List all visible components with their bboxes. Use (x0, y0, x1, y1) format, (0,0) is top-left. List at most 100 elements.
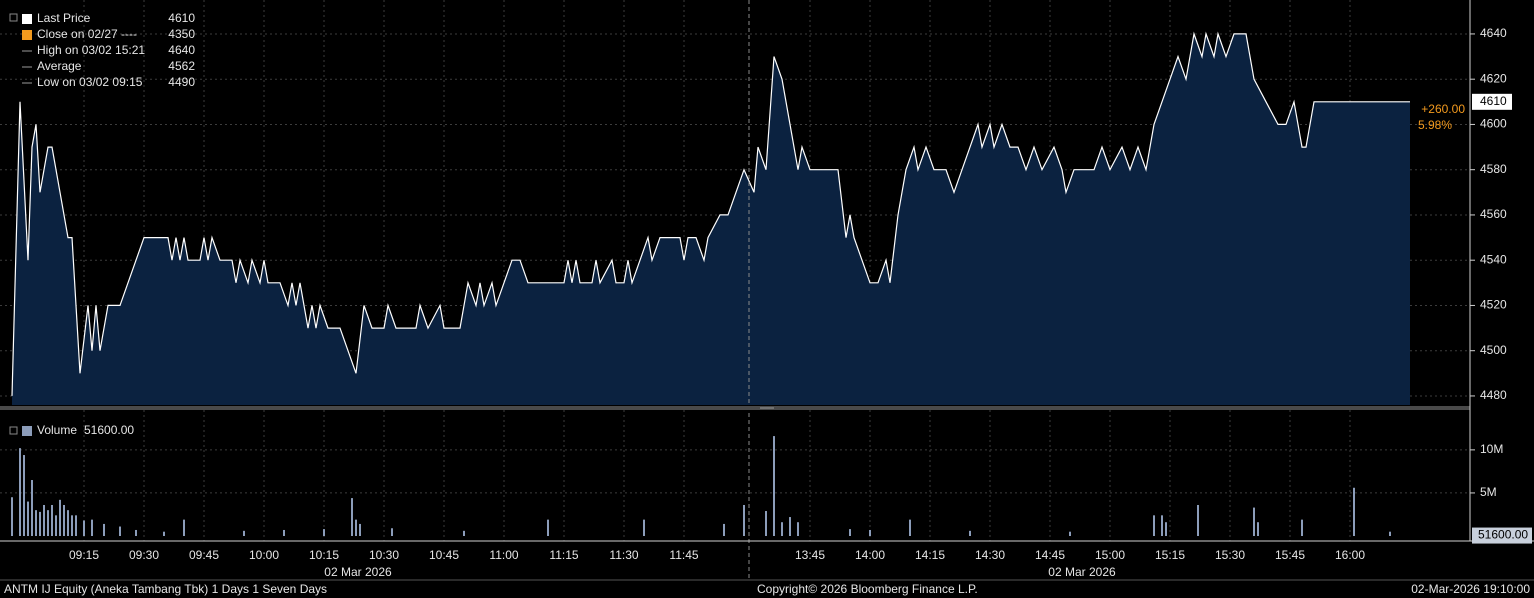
volume-bar (1153, 515, 1155, 536)
legend-label: High on 03/02 15:21 (37, 43, 145, 57)
plot (11, 31, 1410, 536)
y-tick-label: 4640 (1480, 26, 1507, 40)
volume-bar (323, 529, 325, 536)
x-tick-label: 10:30 (369, 548, 399, 562)
volume-bar (1161, 515, 1163, 536)
volume-bar (359, 523, 361, 536)
volume-bar (27, 501, 29, 536)
x-tick-label: 16:00 (1335, 548, 1365, 562)
legend-value: 4490 (168, 75, 195, 89)
y-tick-label: 4600 (1480, 117, 1507, 131)
x-tick-label: 13:45 (795, 548, 825, 562)
last-volume-tag (1472, 527, 1532, 544)
volume-bar (63, 504, 65, 536)
x-tick-label: 11:15 (549, 548, 578, 562)
x-tick-label: 14:30 (975, 548, 1005, 562)
x-tick-label: 11:30 (609, 548, 638, 562)
volume-bar (743, 504, 745, 536)
footer-center: Copyright© 2026 Bloomberg Finance L.P. (757, 582, 978, 596)
volume-bar (71, 515, 73, 536)
volume-bar (31, 480, 33, 536)
volume-bar (35, 510, 37, 536)
legend-swatch (22, 14, 32, 24)
volume-bar (59, 499, 61, 536)
volume-bar (1353, 487, 1355, 536)
collapse-icon[interactable] (9, 426, 18, 435)
area-fill (12, 33, 1410, 406)
overlay: 09:15 09:30 09:45 10:00 10:15 10:30 10:45 11:00… (22, 11, 1532, 579)
volume-bar (547, 519, 549, 536)
volume-bar (1165, 522, 1167, 536)
volume-bar (23, 455, 25, 536)
x-tick-label: 11:45 (669, 548, 698, 562)
volume-bar (1257, 522, 1259, 536)
footer-right: 02-Mar-2026 19:10:00 (1411, 582, 1530, 596)
volume-bar (765, 511, 767, 536)
x-tick-label: 10:15 (309, 548, 339, 562)
legend-swatch (22, 30, 32, 40)
change-label: +260.00 (1421, 102, 1465, 116)
volume-bar (781, 522, 783, 536)
legend-label: Average (37, 59, 82, 73)
x-tick-label: 10:00 (249, 548, 279, 562)
x-tick-label: 14:15 (915, 548, 945, 562)
y-tick-label: 4480 (1480, 388, 1507, 402)
volume-bar (19, 448, 21, 536)
x-tick-label: 09:45 (189, 548, 219, 562)
x-tick-label: 09:15 (69, 548, 99, 562)
y-tick-label: 5M (1480, 485, 1497, 499)
y-tick-label: 10M (1480, 442, 1503, 456)
volume-bar (1389, 531, 1391, 536)
x-tick-label: 09:30 (129, 548, 159, 562)
volume-bar (103, 523, 105, 536)
legend-value: 4640 (168, 43, 195, 57)
volume-bar (11, 497, 13, 536)
collapse-icon[interactable] (9, 13, 18, 22)
volume-bar (135, 529, 137, 536)
volume-bar (1253, 507, 1255, 536)
x-tick-label: 15:15 (1155, 548, 1185, 562)
legend-swatch (22, 426, 32, 436)
volume-bar (1069, 531, 1071, 536)
date-label: 02 Mar 2026 (324, 565, 392, 579)
panel-divider (0, 406, 1470, 410)
volume-bar (47, 510, 49, 536)
volume-bar (643, 519, 645, 536)
volume-bar (849, 529, 851, 536)
legend-value: 4562 (168, 59, 195, 73)
x-tick-label: 14:00 (855, 548, 885, 562)
legend-value: 51600.00 (84, 423, 134, 437)
y-tick-label: 4520 (1480, 298, 1507, 312)
legend-value: 4350 (168, 27, 195, 41)
y-tick-label: 4500 (1480, 343, 1507, 357)
volume-bar (55, 515, 57, 536)
volume-bar (39, 511, 41, 536)
volume-bar (91, 519, 93, 536)
volume-bar (183, 519, 185, 536)
date-label: 02 Mar 2026 (1048, 565, 1116, 579)
y-tick-label: 4620 (1480, 71, 1507, 85)
volume-bar (243, 530, 245, 536)
y-tick-label: 4560 (1480, 207, 1507, 221)
volume-bar (969, 530, 971, 536)
volume-bar (51, 504, 53, 536)
volume-bar (163, 531, 165, 536)
change-pct-label: 5.98% (1418, 118, 1452, 132)
legend-label: Volume (37, 423, 77, 437)
last-price-tag (1472, 93, 1512, 110)
legend-label: Last Price (37, 11, 91, 25)
volume-bar (797, 522, 799, 536)
volume-bar (773, 436, 775, 536)
volume-bar (83, 520, 85, 536)
volume-bar (789, 517, 791, 536)
volume-bar (391, 528, 393, 536)
x-tick-label: 15:30 (1215, 548, 1245, 562)
y-tick-label: 4580 (1480, 162, 1507, 176)
footer-left: ANTM IJ Equity (Aneka Tambang Tbk) 1 Day… (4, 582, 327, 596)
volume-bar (909, 519, 911, 536)
x-tick-label: 15:00 (1095, 548, 1125, 562)
y-tick-label: 4540 (1480, 252, 1507, 266)
x-tick-label: 14:45 (1035, 548, 1065, 562)
